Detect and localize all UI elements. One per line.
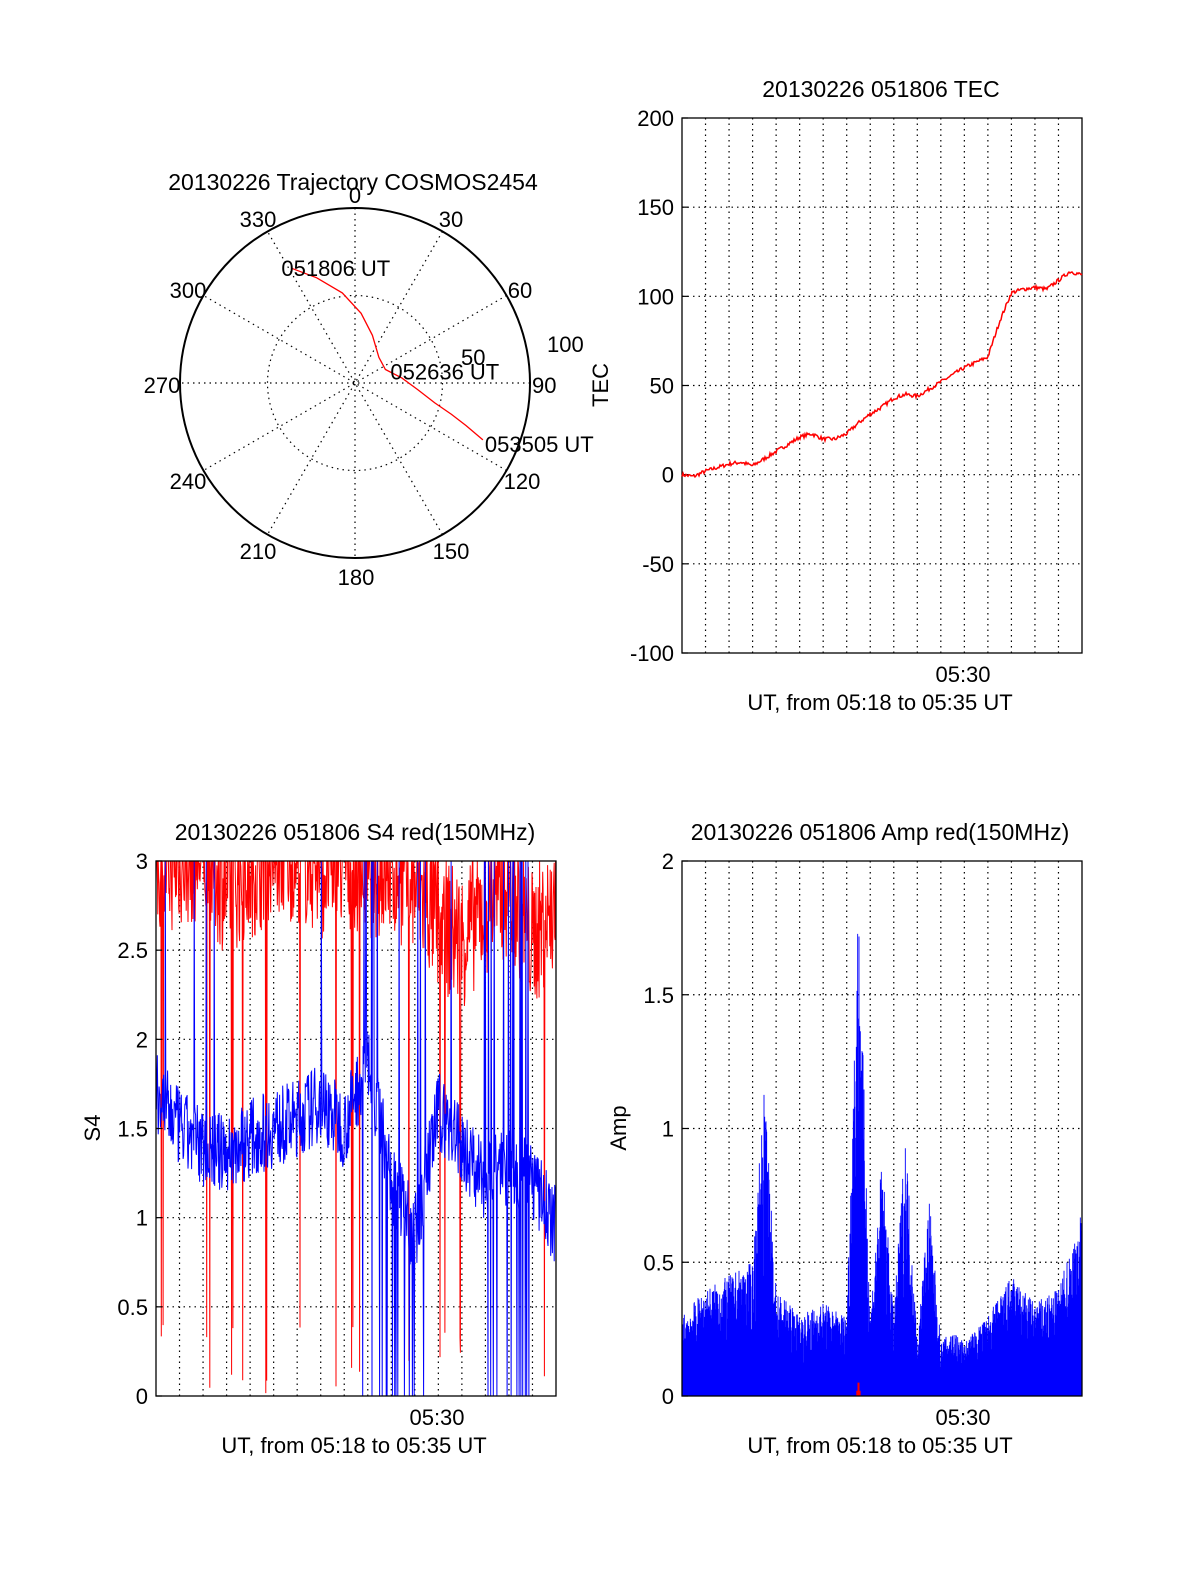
s4-blue-series-line xyxy=(155,860,557,1397)
y-tick-label: 150 xyxy=(637,195,674,220)
s4-panel: 20130226 051806 S4 red(150MHz) 3 2.5 2 1.5 1… xyxy=(80,819,557,1458)
polar-angle-label: 30 xyxy=(439,207,463,232)
s4-red-series-line xyxy=(155,859,557,1394)
amp-y-axis-label: Amp xyxy=(606,1105,631,1150)
trajectory-time-label: 051806 UT xyxy=(281,256,390,281)
polar-angle-label: 270 xyxy=(144,373,181,398)
polar-spoke-120 xyxy=(203,294,507,472)
s4-y-axis-label: S4 xyxy=(80,1115,105,1142)
s4-x-axis-label: UT, from 05:18 to 05:35 UT xyxy=(221,1433,486,1458)
y-tick-label: 100 xyxy=(637,284,674,309)
polar-angle-label: 300 xyxy=(170,278,207,303)
y-tick-label: 2.5 xyxy=(117,938,148,963)
tec-title: 20130226 051806 TEC xyxy=(762,76,999,102)
y-tick-label: -100 xyxy=(630,641,674,666)
amp-red-series xyxy=(856,1382,861,1396)
y-tick-label: 0 xyxy=(662,463,674,488)
polar-spoke-150 xyxy=(266,231,444,535)
tec-x-tick-label: 05:30 xyxy=(935,662,990,687)
amp-title: 20130226 051806 Amp red(150MHz) xyxy=(691,819,1069,845)
y-tick-label: 2 xyxy=(662,849,674,874)
s4-y-tick-labels: 3 2.5 2 1.5 1 0.5 0 xyxy=(117,849,162,1409)
polar-angle-label: 240 xyxy=(170,469,207,494)
amp-x-axis-label: UT, from 05:18 to 05:35 UT xyxy=(747,1433,1012,1458)
y-tick-label: 1 xyxy=(136,1206,148,1231)
y-tick-label: 50 xyxy=(650,374,674,399)
tec-y-tick-labels: 200 150 100 50 0 -50 -100 xyxy=(630,106,688,666)
polar-angle-labels: 0 30 60 90 120 150 180 210 240 270 300 330 xyxy=(144,183,557,590)
polar-spoke-30 xyxy=(266,231,444,535)
amp-panel: 20130226 051806 Amp red(150MHz) 2 1.5 1 0.5… xyxy=(606,819,1083,1458)
trajectory-time-labels: 051806 UT 052636 UT 053505 UT xyxy=(281,256,593,457)
trajectory-time-label: 052636 UT xyxy=(390,360,499,385)
trajectory-title: 20130226 Trajectory COSMOS2454 xyxy=(168,169,538,195)
polar-angle-label: 0 xyxy=(349,183,361,208)
polar-angle-label: 210 xyxy=(240,539,277,564)
tec-series-line xyxy=(681,271,1083,479)
polar-angle-label: 180 xyxy=(338,565,375,590)
polar-angle-label: 120 xyxy=(504,469,541,494)
y-tick-label: 0 xyxy=(136,1384,148,1409)
trajectory-line xyxy=(291,267,484,441)
tec-plot-frame xyxy=(681,117,1083,654)
y-tick-label: 3 xyxy=(136,849,148,874)
polar-angle-label: 330 xyxy=(240,207,277,232)
amp-x-tick-label: 05:30 xyxy=(935,1405,990,1430)
y-tick-label: 200 xyxy=(637,106,674,131)
s4-grid xyxy=(156,861,556,1396)
s4-x-tick-label: 05:30 xyxy=(409,1405,464,1430)
y-tick-label: -50 xyxy=(642,552,674,577)
y-tick-label: 0.5 xyxy=(117,1295,148,1320)
amp-y-tick-labels: 2 1.5 1 0.5 0 xyxy=(643,849,688,1409)
polar-angle-label: 60 xyxy=(508,278,532,303)
s4-plot-frame xyxy=(155,860,557,1397)
y-tick-label: 1.5 xyxy=(643,983,674,1008)
trajectory-panel: 20130226 Trajectory COSMOS2454 0 30 60 90 12… xyxy=(144,169,594,590)
trajectory-time-label: 053505 UT xyxy=(485,432,594,457)
y-tick-label: 0 xyxy=(662,1384,674,1409)
y-tick-label: 1 xyxy=(662,1117,674,1142)
tec-x-axis-label: UT, from 05:18 to 05:35 UT xyxy=(747,690,1012,715)
s4-noise-traces xyxy=(155,859,557,1397)
polar-angle-label: 90 xyxy=(532,373,556,398)
s4-title: 20130226 051806 S4 red(150MHz) xyxy=(175,819,536,845)
tec-grid xyxy=(682,118,1082,653)
amp-blue-series xyxy=(681,933,1083,1396)
amp-noise-traces xyxy=(681,933,1083,1396)
polar-spokes xyxy=(180,208,530,558)
tec-panel: 20130226 051806 TEC 200150100500-50-100 … xyxy=(588,76,1083,715)
polar-inner-circle xyxy=(266,294,444,472)
y-tick-label: 1.5 xyxy=(117,1117,148,1142)
polar-angle-label: 150 xyxy=(433,539,470,564)
polar-spoke-60 xyxy=(203,294,507,472)
polar-radius-label: 100 xyxy=(547,332,584,357)
polar-radius-label-50: 50 xyxy=(461,345,485,370)
y-tick-label: 2 xyxy=(136,1027,148,1052)
y-tick-label: 0.5 xyxy=(643,1250,674,1275)
tec-y-axis-label: TEC xyxy=(588,363,613,407)
